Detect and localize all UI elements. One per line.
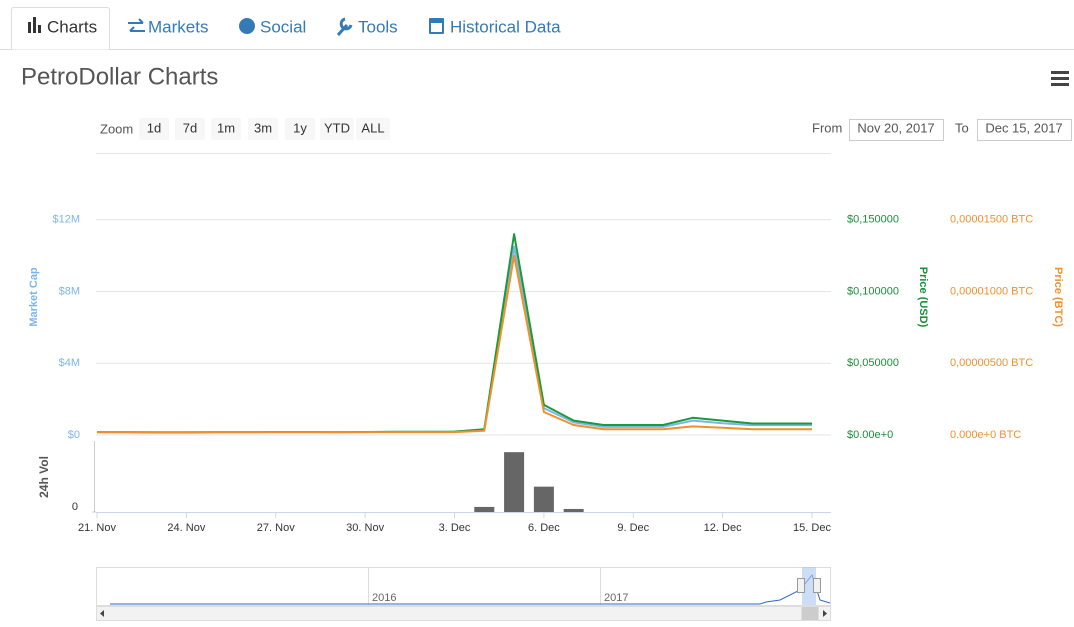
zoom-button[interactable] (211, 118, 241, 140)
to-input[interactable] (977, 119, 1072, 141)
menu-button[interactable] (1051, 71, 1069, 86)
volume-bar (504, 452, 525, 512)
wrench-icon (336, 17, 353, 37)
y-tick-label: $4M (59, 357, 80, 369)
zoom-buttons: 1d 7d 1m 3m 1y YTD ALL (139, 118, 390, 140)
y2-axis-title: Price (USD) (917, 267, 929, 328)
y3-tick-label: 0,00001000 BTC (950, 285, 1033, 297)
volume-bar (563, 508, 584, 512)
x-tick-label: 27. Nov (257, 522, 295, 534)
zoom-button[interactable] (248, 118, 278, 140)
to-label: To (955, 120, 969, 135)
x-tick-label: 3. Dec (439, 522, 471, 534)
series-line (97, 245, 812, 434)
navigator-handle[interactable] (813, 578, 821, 593)
y2-tick-label: $0,150000 (847, 214, 899, 226)
chart-heading: PetroDollar Charts (21, 63, 218, 90)
from-input[interactable] (849, 119, 944, 141)
y3-tick-label: 0,00001500 BTC (950, 214, 1033, 226)
zoom-button[interactable] (285, 118, 315, 140)
y-tick-label: $8M (59, 285, 80, 297)
y2-tick-label: $0.00e+0 (847, 429, 893, 441)
x-tick-label: 15. Dec (793, 522, 831, 534)
to-value: Dec 15, 2017 (985, 120, 1062, 135)
tab[interactable]: Charts (47, 17, 97, 36)
y3-tick-label: 0.000e+0 BTC (950, 429, 1021, 441)
volume-tick-label: 0 (72, 501, 78, 513)
zoom-button-label: 1m (217, 120, 235, 135)
globe-icon (239, 18, 255, 34)
x-tick-label: 21. Nov (78, 522, 116, 534)
tab[interactable]: Historical Data (450, 17, 561, 36)
x-tick-label: 12. Dec (704, 522, 742, 534)
navigator-window[interactable] (802, 567, 816, 605)
tab[interactable]: Tools (358, 17, 398, 36)
tab[interactable]: Social (260, 17, 306, 36)
zoom-button[interactable] (320, 118, 354, 140)
zoom-button-label: YTD (324, 120, 350, 135)
series-line (97, 233, 812, 434)
exchange-icon (128, 18, 145, 32)
series-line (97, 254, 812, 434)
calendar-icon (429, 18, 444, 34)
zoom-button-label: 1d (147, 120, 161, 135)
y3-axis-title: Price (BTC) (1052, 267, 1064, 327)
y2-tick-label: $0,050000 (847, 357, 899, 369)
scrollbar[interactable] (96, 606, 831, 621)
y3-tick-label: 0,00000500 BTC (950, 357, 1033, 369)
y2-tick-label: $0,100000 (847, 285, 899, 297)
bar-icon (28, 17, 41, 33)
from-value: Nov 20, 2017 (857, 120, 934, 135)
zoom-button-label: ALL (361, 120, 384, 135)
navigator[interactable] (96, 567, 831, 606)
from-label: From (812, 120, 842, 135)
navigator-series (110, 573, 831, 605)
zoom-button-label: 1y (293, 120, 307, 135)
volume-bar (474, 506, 495, 512)
navigator-label: 2017 (604, 592, 628, 604)
y-tick-label: $12M (52, 214, 80, 226)
zoom-button-label: 7d (183, 120, 197, 135)
zoom-label: Zoom (100, 121, 133, 136)
navigator-label: 2016 (372, 592, 396, 604)
zoom-button[interactable] (139, 118, 169, 140)
y-tick-label: $0 (68, 429, 80, 441)
plot: $0 $4M $8M $12M $0.00e+0 $0,050000 $0,100000 $0… (52, 214, 1033, 534)
zoom-button[interactable] (356, 118, 390, 140)
scroll-right[interactable] (823, 610, 827, 617)
x-tick-label: 6. Dec (528, 522, 560, 534)
volume-axis-title: 24h Vol (37, 456, 51, 498)
tab[interactable]: Markets (148, 17, 208, 36)
y-axis-title: Market Cap (28, 267, 40, 327)
volume-bar (533, 486, 554, 512)
zoom-button[interactable] (175, 118, 205, 140)
scrollbar-thumb[interactable] (801, 607, 819, 620)
navigator-handle[interactable] (797, 578, 805, 593)
scroll-left[interactable] (100, 610, 104, 617)
x-tick-label: 30. Nov (346, 522, 384, 534)
zoom-button-label: 3m (254, 120, 272, 135)
x-tick-label: 24. Nov (167, 522, 205, 534)
x-tick-label: 9. Dec (617, 522, 649, 534)
